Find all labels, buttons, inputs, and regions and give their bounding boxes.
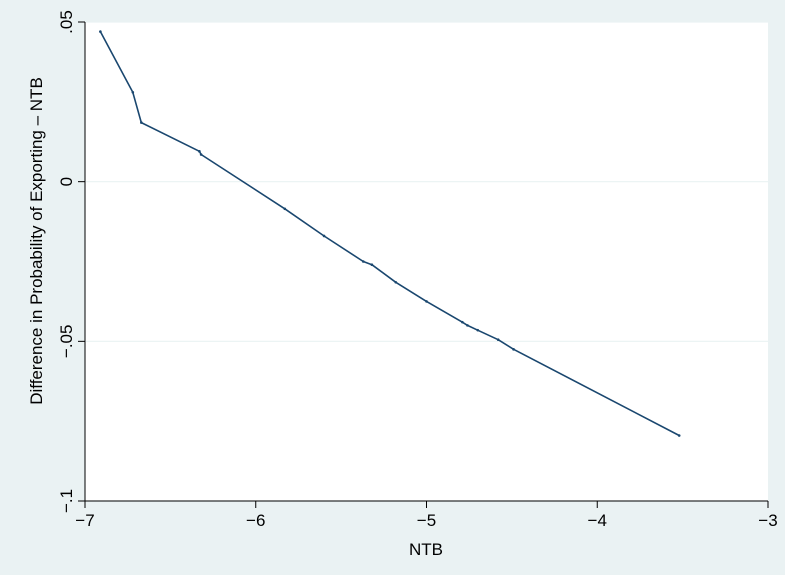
data-point (466, 324, 469, 327)
data-point (198, 150, 201, 153)
data-point (425, 300, 428, 303)
y-axis-ticks: .05 0 −.05 −.1 (57, 10, 85, 513)
data-point (99, 30, 102, 33)
data-point (323, 235, 326, 238)
x-axis-ticks: −7 −6 −5 −4 −3 (75, 501, 777, 530)
y-tick-label: .05 (57, 10, 76, 34)
data-point (371, 263, 374, 266)
data-point (362, 260, 365, 263)
y-tick-label: 0 (57, 177, 76, 186)
y-axis-title: Difference in Probability of Exporting –… (27, 77, 46, 405)
data-point (394, 281, 397, 284)
x-tick-label: −6 (246, 511, 265, 530)
data-point (461, 321, 464, 324)
x-tick-label: −5 (417, 511, 436, 530)
y-tick-label: −.1 (57, 489, 76, 513)
x-tick-label: −4 (588, 511, 607, 530)
data-point (200, 153, 203, 156)
data-point (140, 121, 143, 124)
x-tick-label: −3 (758, 511, 777, 530)
y-tick-label: −.05 (57, 325, 76, 359)
data-point (678, 434, 681, 437)
data-point (512, 348, 515, 351)
data-point (497, 338, 500, 341)
x-axis-title: NTB (409, 540, 443, 559)
x-tick-label: −7 (75, 511, 94, 530)
data-point (283, 208, 286, 211)
data-point (132, 91, 135, 94)
data-point (476, 329, 479, 332)
